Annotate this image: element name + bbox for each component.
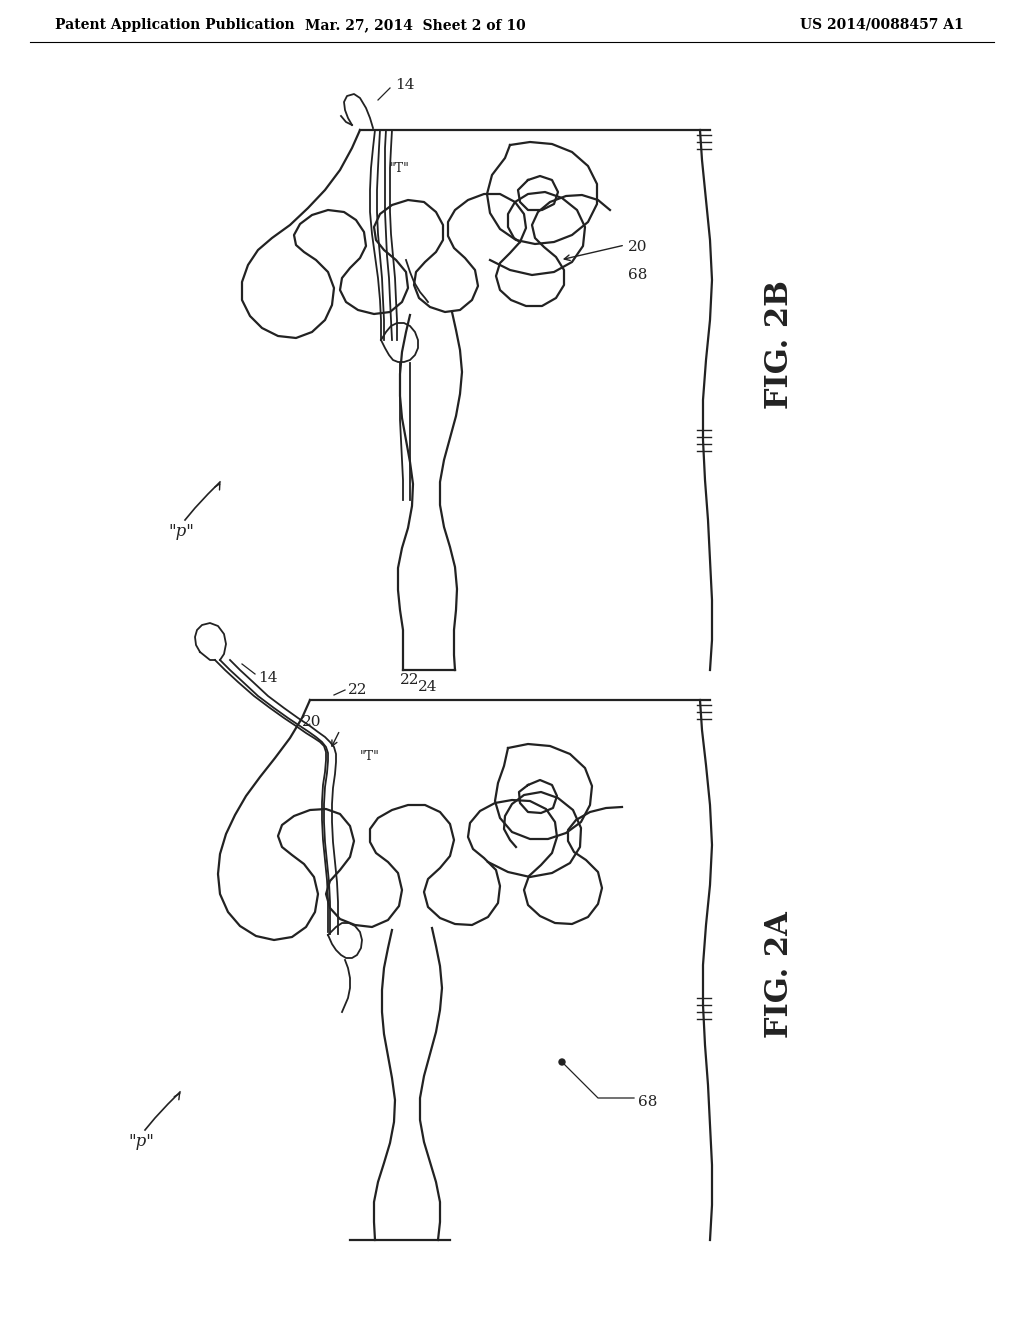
Text: "T": "T" (360, 750, 380, 763)
Text: 68: 68 (628, 268, 647, 282)
Text: 68: 68 (638, 1096, 657, 1109)
Text: 24: 24 (418, 680, 437, 694)
Text: "p": "p" (168, 524, 194, 540)
Text: 20: 20 (302, 715, 322, 729)
Text: Patent Application Publication: Patent Application Publication (55, 18, 295, 32)
Text: "p": "p" (128, 1134, 154, 1151)
Text: Mar. 27, 2014  Sheet 2 of 10: Mar. 27, 2014 Sheet 2 of 10 (304, 18, 525, 32)
Text: 14: 14 (258, 671, 278, 685)
Circle shape (559, 1059, 565, 1065)
Text: 20: 20 (628, 240, 647, 253)
Text: FIG. 2A: FIG. 2A (765, 912, 796, 1039)
Text: 22: 22 (400, 673, 420, 686)
Text: 22: 22 (348, 682, 368, 697)
Text: 14: 14 (395, 78, 415, 92)
Text: "T": "T" (390, 162, 410, 176)
Text: US 2014/0088457 A1: US 2014/0088457 A1 (800, 18, 964, 32)
Text: FIG. 2B: FIG. 2B (765, 281, 796, 409)
